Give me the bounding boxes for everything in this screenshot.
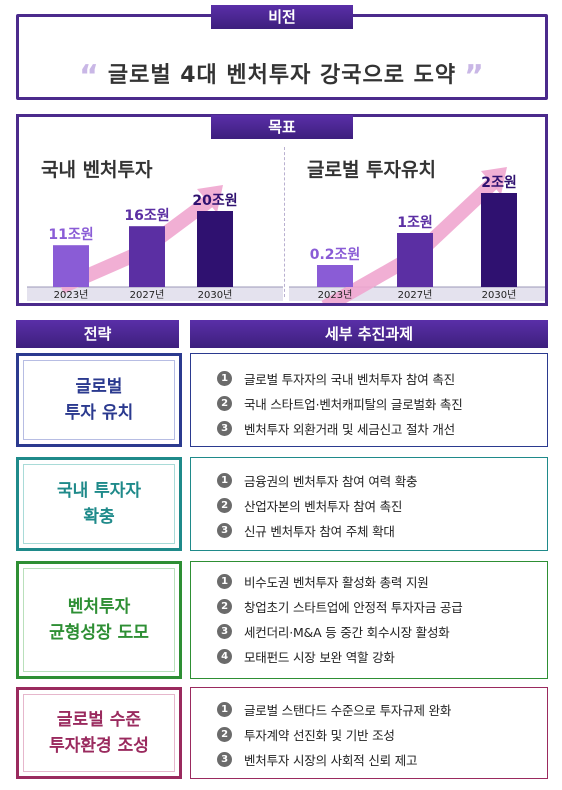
x-tick-label: 2027년 (130, 289, 165, 301)
bar-2027년 (397, 233, 433, 287)
task-item: 1 금융권의 벤처투자 참여 여력 확충 (217, 468, 541, 493)
bar-2027년 (129, 226, 165, 287)
task-item: 2 창업초기 스타트업에 안정적 투자자금 공급 (217, 594, 541, 619)
vision-statement: “ 글로벌 4대 벤처투자 강국으로 도약 ” (19, 57, 545, 94)
task-text: 산업자본의 벤처투자 참여 촉진 (244, 499, 403, 514)
task-item: 3 벤처투자 외환거래 및 세금신고 절차 개선 (217, 416, 541, 441)
number-1-icon: 1 (217, 473, 232, 488)
task-item: 1 글로벌 투자자의 국내 벤처투자 참여 촉진 (217, 366, 541, 391)
task-text: 신규 벤처투자 참여 주체 확대 (244, 524, 395, 539)
number-1-icon: 1 (217, 702, 232, 717)
task-text: 글로벌 투자자의 국내 벤처투자 참여 촉진 (244, 372, 455, 387)
task-item: 2 산업자본의 벤처투자 참여 촉진 (217, 493, 541, 518)
task-text: 창업초기 스타트업에 안정적 투자자금 공급 (244, 600, 463, 615)
data-label: 16조원 (124, 208, 169, 224)
global-investment-title: 글로벌 투자유치 (307, 159, 436, 181)
tasks-global-investment: 1 글로벌 투자자의 국내 벤처투자 참여 촉진 2 국내 스타트업·벤처캐피탈의 … (190, 353, 548, 447)
data-label: 2조원 (481, 175, 517, 191)
growth-arrow-head (197, 185, 223, 213)
number-2-icon: 2 (217, 727, 232, 742)
task-text: 국내 스타트업·벤처캐피탈의 글로벌화 촉진 (244, 397, 463, 412)
strategy-header: 전략 (16, 320, 179, 348)
strategy-label: 글로벌 수준 투자환경 조성 (23, 694, 175, 772)
x-tick-label: 2030년 (482, 289, 517, 301)
data-label: 1조원 (397, 215, 433, 231)
strategy-label: 국내 투자자 확충 (23, 464, 175, 544)
domestic-investment-title: 국내 벤처투자 (41, 159, 153, 181)
strategy-label: 글로벌 투자 유치 (23, 360, 175, 440)
task-item: 1 글로벌 스탠다드 수준으로 투자규제 완화 (217, 697, 541, 722)
number-3-icon: 3 (217, 421, 232, 436)
growth-arrow-head (481, 167, 507, 195)
task-list: 1 글로벌 스탠다드 수준으로 투자규제 완화 2 투자계약 선진화 및 기반 조성… (217, 697, 541, 772)
tasks-header: 세부 추진과제 (190, 320, 548, 348)
number-3-icon: 3 (217, 624, 232, 639)
strategy-investment-environment: 글로벌 수준 투자환경 조성 (16, 687, 182, 779)
task-text: 모태펀드 시장 보완 역할 강화 (244, 650, 395, 665)
open-quote-icon: “ (79, 59, 100, 94)
x-tick-label: 2023년 (318, 289, 353, 301)
task-text: 금융권의 벤처투자 참여 여력 확충 (244, 474, 418, 489)
vision-box: 비전 “ 글로벌 4대 벤처투자 강국으로 도약 ” (16, 5, 548, 100)
x-tick-label: 2027년 (398, 289, 433, 301)
task-text: 비수도권 벤처투자 활성화 총력 지원 (244, 575, 429, 590)
strategy-label: 벤처투자 균형성장 도모 (23, 568, 175, 672)
number-1-icon: 1 (217, 574, 232, 589)
task-text: 투자계약 선진화 및 기반 조성 (244, 728, 395, 743)
task-item: 3 신규 벤처투자 참여 주체 확대 (217, 518, 541, 543)
task-list: 1 비수도권 벤처투자 활성화 총력 지원 2 창업초기 스타트업에 안정적 투자자… (217, 569, 541, 669)
number-3-icon: 3 (217, 752, 232, 767)
vision-text: 글로벌 4대 벤처투자 강국으로 도약 (107, 63, 457, 88)
data-label: 11조원 (48, 227, 93, 243)
goals-charts: 11조원 2023년 16조원 2027년 20조원 2030년 0.2조원 2023년 1조원… (27, 167, 545, 303)
number-1-icon: 1 (217, 371, 232, 386)
x-tick-label: 2030년 (198, 289, 233, 301)
bar-2030년 (481, 193, 517, 287)
strategy-balanced-growth: 벤처투자 균형성장 도모 (16, 561, 182, 679)
close-quote-icon: ” (464, 59, 485, 94)
axis-band (27, 287, 283, 301)
bar-2030년 (197, 211, 233, 287)
number-3-icon: 3 (217, 523, 232, 538)
bar-2023년 (317, 265, 353, 287)
task-item: 3 벤처투자 시장의 사회적 신뢰 제고 (217, 747, 541, 772)
goals-divider (284, 147, 285, 297)
task-list: 1 글로벌 투자자의 국내 벤처투자 참여 촉진 2 국내 스타트업·벤처캐피탈의 … (217, 366, 541, 441)
task-text: 벤처투자 외환거래 및 세금신고 절차 개선 (244, 422, 455, 437)
goals-box: 목표 국내 벤처투자 글로벌 투자유치 11조원 2023년 16조원 2027년 20… (16, 114, 548, 306)
tasks-investment-environment: 1 글로벌 스탠다드 수준으로 투자규제 완화 2 투자계약 선진화 및 기반 조성… (190, 687, 548, 779)
number-2-icon: 2 (217, 396, 232, 411)
task-text: 글로벌 스탠다드 수준으로 투자규제 완화 (244, 703, 452, 718)
bar-2023년 (53, 245, 89, 287)
number-4-icon: 4 (217, 649, 232, 664)
strategy-domestic-investors: 국내 투자자 확충 (16, 457, 182, 551)
data-label: 20조원 (192, 193, 237, 209)
task-item: 2 국내 스타트업·벤처캐피탈의 글로벌화 촉진 (217, 391, 541, 416)
goals-tab: 목표 (211, 115, 353, 139)
task-item: 3 세컨더리·M&A 등 중간 회수시장 활성화 (217, 619, 541, 644)
task-item: 1 비수도권 벤처투자 활성화 총력 지원 (217, 569, 541, 594)
tasks-balanced-growth: 1 비수도권 벤처투자 활성화 총력 지원 2 창업초기 스타트업에 안정적 투자자… (190, 561, 548, 679)
data-label: 0.2조원 (310, 247, 361, 263)
vision-tab: 비전 (211, 5, 353, 29)
strategy-global-investment: 글로벌 투자 유치 (16, 353, 182, 447)
task-text: 벤처투자 시장의 사회적 신뢰 제고 (244, 753, 418, 768)
task-item: 2 투자계약 선진화 및 기반 조성 (217, 722, 541, 747)
task-text: 세컨더리·M&A 등 중간 회수시장 활성화 (244, 625, 450, 640)
task-item: 4 모태펀드 시장 보완 역할 강화 (217, 644, 541, 669)
x-tick-label: 2023년 (54, 289, 89, 301)
number-2-icon: 2 (217, 599, 232, 614)
number-2-icon: 2 (217, 498, 232, 513)
